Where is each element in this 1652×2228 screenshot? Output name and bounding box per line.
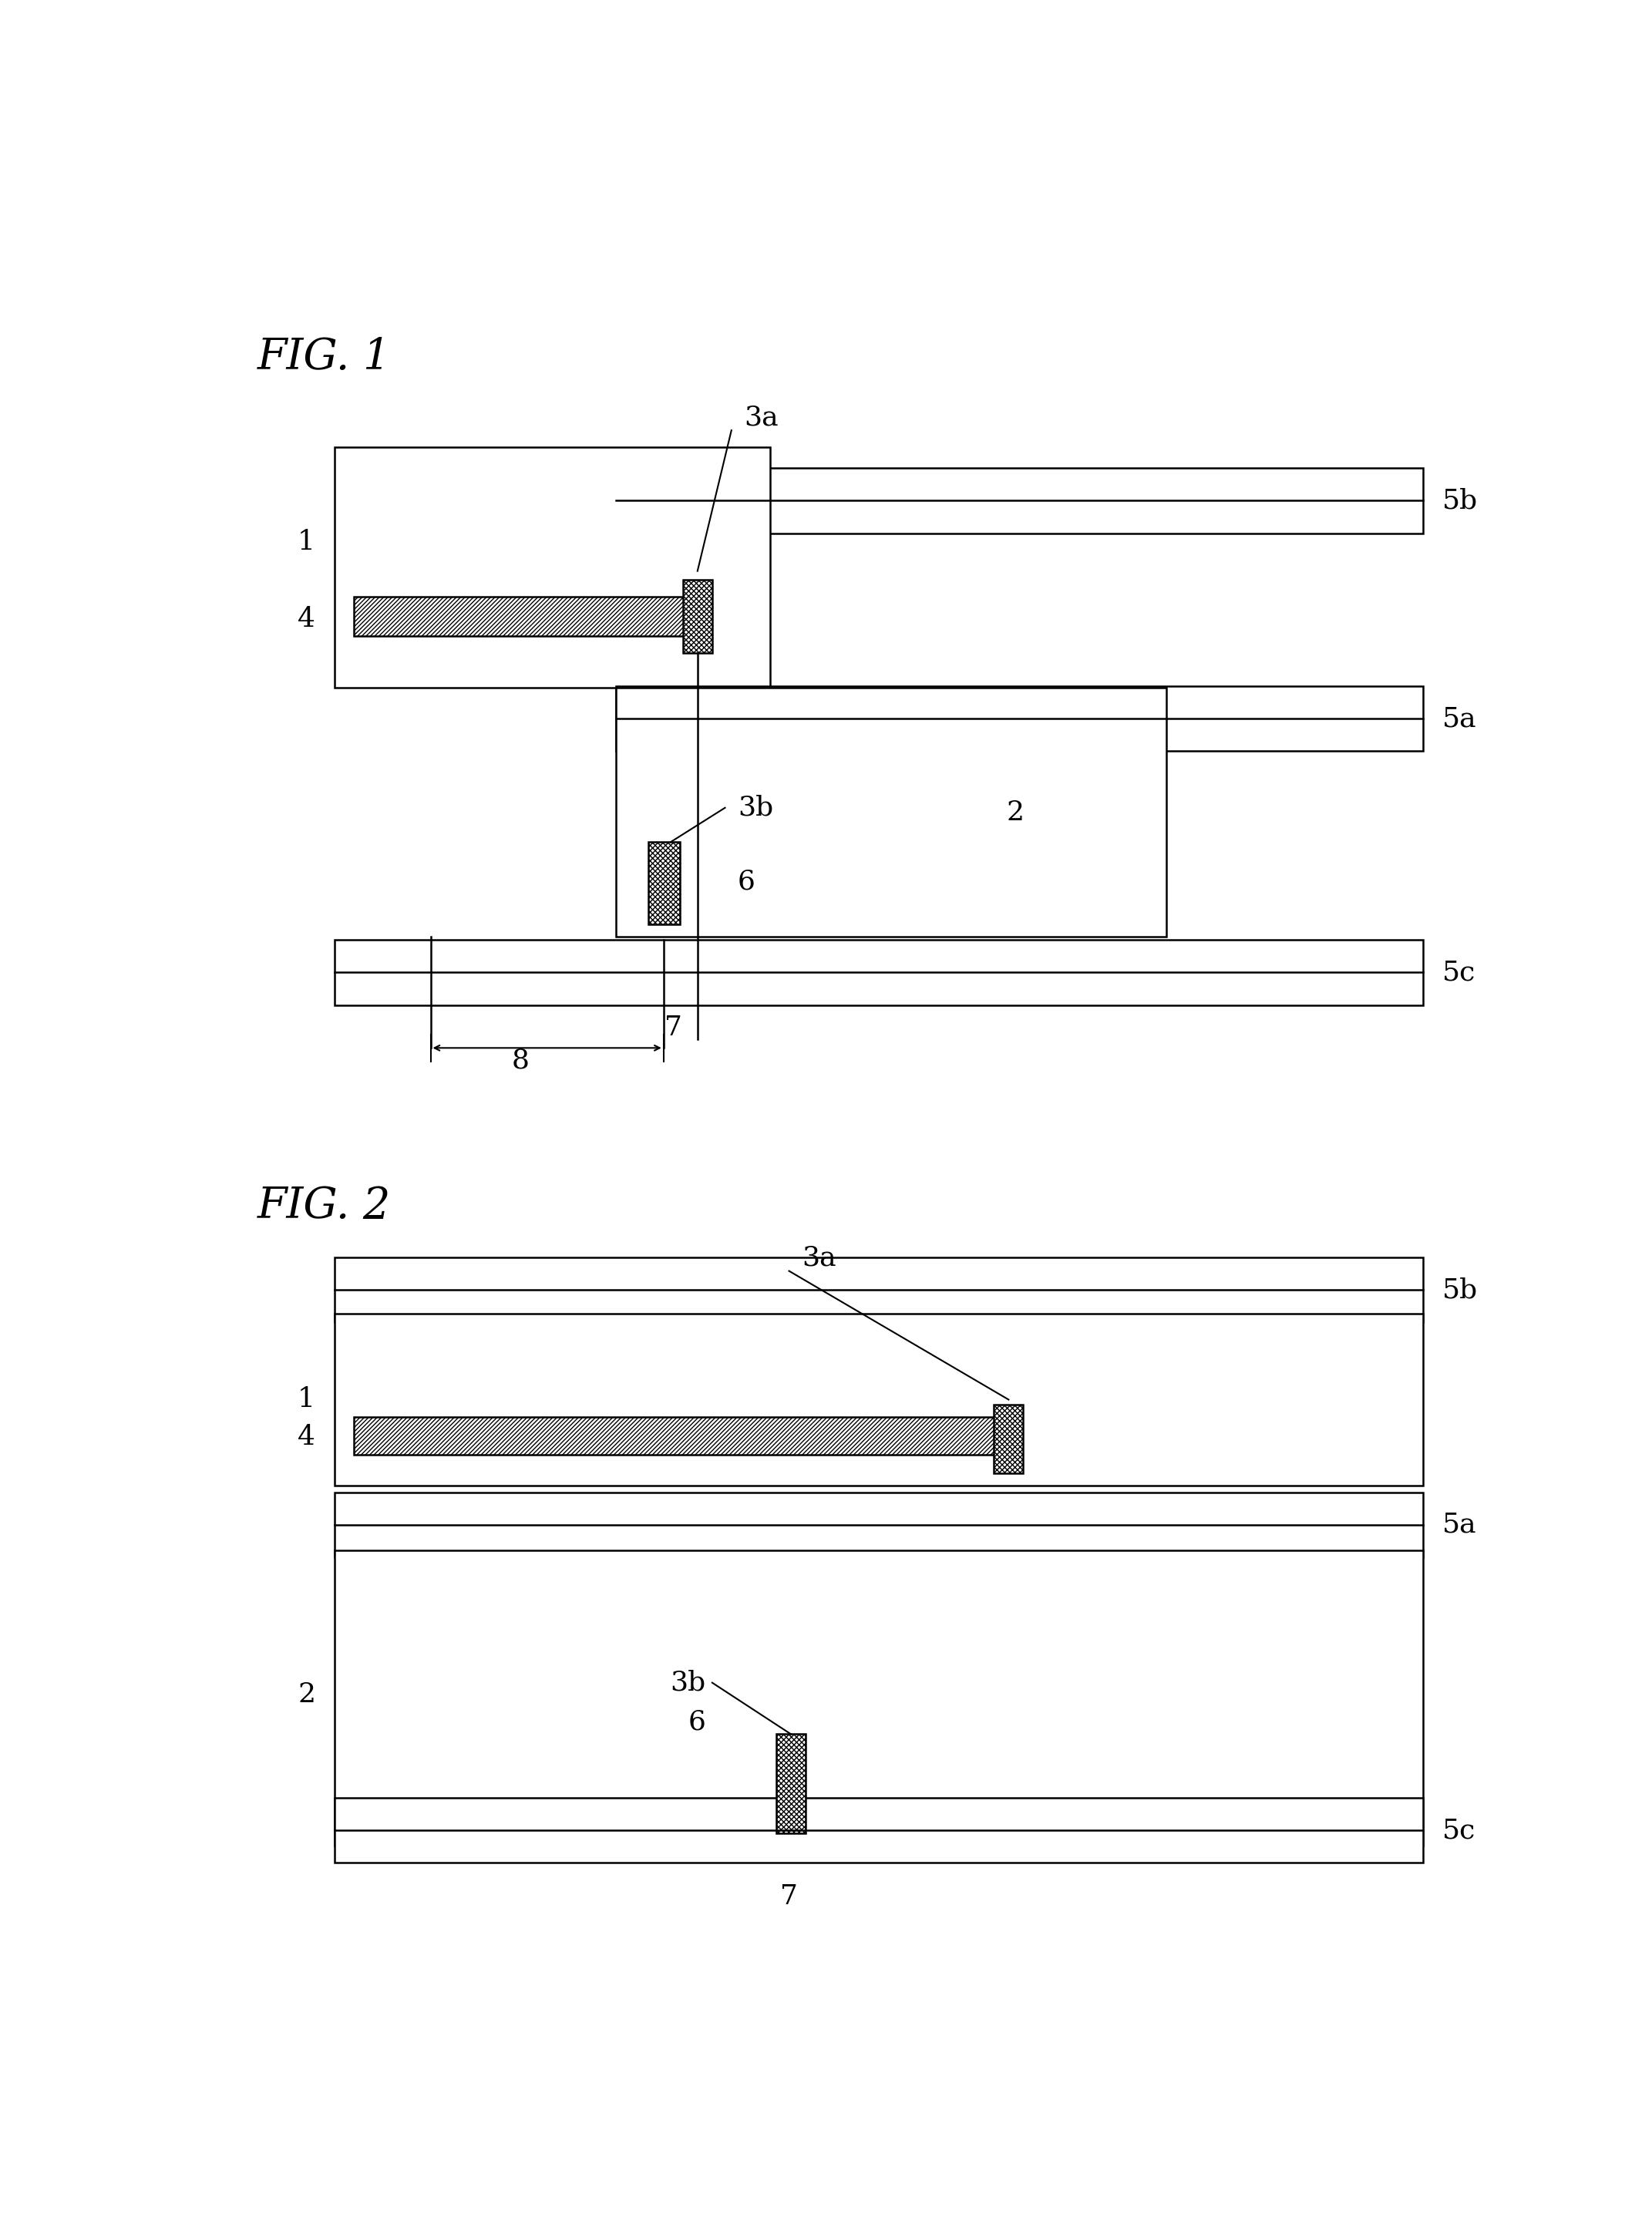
Bar [334,1551,1422,1845]
Bar [334,940,1422,1005]
Bar [776,1733,806,1834]
Bar [648,842,681,925]
Text: 7: 7 [664,1014,682,1040]
Bar [334,1315,1422,1486]
Text: 4: 4 [297,1424,316,1450]
Bar [354,1417,1013,1455]
Text: 8: 8 [512,1047,529,1074]
Text: 4: 4 [297,606,316,633]
Text: 3a: 3a [743,403,778,430]
Bar [616,688,1166,936]
Text: 6: 6 [689,1709,705,1736]
Bar [616,468,1422,532]
Text: 5c: 5c [1442,960,1475,985]
Text: 6: 6 [738,869,755,896]
Bar [995,1406,1023,1473]
Bar [334,1493,1422,1557]
Text: 3a: 3a [801,1245,836,1270]
Bar [682,579,712,653]
Text: FIG. 2: FIG. 2 [258,1185,392,1228]
Text: 2: 2 [1006,800,1024,827]
Text: 5b: 5b [1442,1277,1477,1303]
Text: 5b: 5b [1442,488,1477,515]
Text: 5a: 5a [1442,706,1477,731]
Text: 5a: 5a [1442,1513,1477,1537]
Text: FIG. 1: FIG. 1 [258,336,392,379]
Text: 7: 7 [780,1883,798,1909]
Bar [334,1798,1422,1863]
Bar [334,1257,1422,1323]
Text: 3b: 3b [671,1669,705,1696]
Bar [334,448,770,688]
Bar [616,686,1422,751]
Text: 3b: 3b [738,795,773,820]
Bar [354,597,699,637]
Text: 1: 1 [297,1386,316,1413]
Text: 5c: 5c [1442,1818,1475,1843]
Text: 2: 2 [297,1682,316,1709]
Text: 1: 1 [297,528,316,555]
